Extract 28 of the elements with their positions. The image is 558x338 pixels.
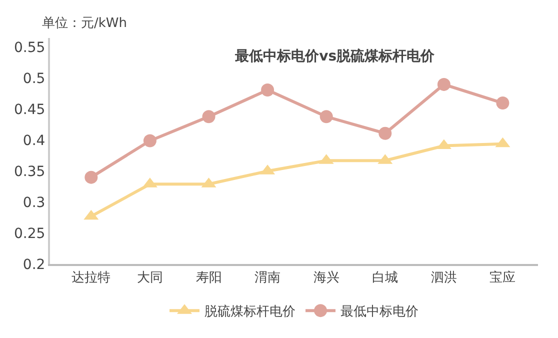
text: 最低中标电价vs脱硫煤标杆电价 [234,48,436,64]
x-tick-label: 海兴 [313,270,340,286]
x-tick-label: 宝应 [490,270,516,286]
y-tick-label: 0.3 [22,194,46,211]
legend-label: 脱硫煤标杆电价 [204,304,296,320]
point [378,126,392,140]
legend-label: 最低中标电价 [340,304,418,320]
y-tick-label: 0.5 [22,71,46,88]
x-tick-label: 寿阳 [196,270,222,286]
y-tick-label: 0.45 [14,102,46,118]
point [202,110,216,124]
y-tick-label: 0.4 [22,133,46,150]
x-tick-label: 达拉特 [72,270,111,286]
point [320,110,333,124]
x-tick-label: 渭南 [254,270,281,286]
x-tick-label: 白城 [372,270,398,286]
point [84,170,98,184]
y-tick-label: 0.55 [14,40,46,56]
y-tick-label: 0.2 [22,256,46,273]
y-tick-label: 0.35 [14,164,46,180]
point [496,96,510,110]
point [261,84,274,97]
point [437,78,450,91]
point [143,134,156,148]
y-tick-label: 0.25 [14,226,46,242]
y-axis-title: 单位：元/kWh [42,16,128,31]
x-tick-label: 泗洪 [430,270,457,286]
x-tick-label: 大同 [136,270,163,286]
